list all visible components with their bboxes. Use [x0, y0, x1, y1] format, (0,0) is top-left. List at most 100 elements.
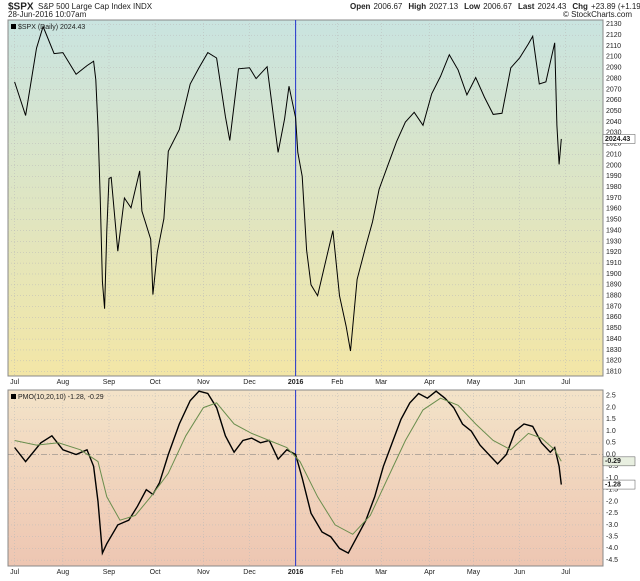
y-tick-label: 1830	[606, 347, 622, 354]
y-tick-label: 1850	[606, 325, 622, 332]
y-tick-label: 2090	[606, 65, 622, 72]
quote-label: Chg	[572, 2, 588, 11]
y-tick-label: 1980	[606, 184, 622, 191]
x-tick-label: Mar	[375, 569, 388, 576]
x-tick-label: Sep	[103, 569, 116, 576]
legend: $SPX (Daily) 2024.43	[18, 24, 85, 31]
x-tick-label: Mar	[375, 379, 388, 386]
x-tick-label: Nov	[197, 569, 210, 576]
x-tick-label: Feb	[331, 569, 343, 576]
quote-value: 2024.43	[537, 2, 566, 11]
series-line	[14, 25, 562, 352]
y-tick-label: -4.5	[606, 557, 618, 564]
last-value-label: 2024.43	[605, 136, 630, 143]
quote-value: +23.89 (+1.19%)	[591, 2, 640, 11]
y-tick-label: 1880	[606, 293, 622, 300]
y-tick-label: 1940	[606, 227, 622, 234]
y-tick-label: 2.0	[606, 404, 616, 411]
y-tick-label: 1910	[606, 260, 622, 267]
x-tick-label: Dec	[243, 379, 256, 386]
x-tick-label: Apr	[424, 569, 436, 576]
last-value-label: -0.29	[605, 458, 621, 465]
quote-label: Open	[350, 2, 371, 11]
y-tick-label: 2000	[606, 162, 622, 169]
legend: PMO(10,20,10) -1.28, -0.29	[18, 394, 104, 401]
y-tick-label: 1990	[606, 173, 622, 180]
y-tick-label: 1920	[606, 249, 622, 256]
y-tick-label: 2.5	[606, 393, 616, 400]
x-tick-label: Feb	[331, 379, 343, 386]
y-tick-label: 1840	[606, 336, 622, 343]
x-tick-label: Apr	[424, 379, 436, 386]
quote-value: 2006.67	[483, 2, 512, 11]
x-tick-label: Oct	[150, 569, 161, 576]
y-tick-label: -2.5	[606, 510, 618, 517]
x-tick-label: May	[467, 569, 481, 576]
y-tick-label: 2020	[606, 141, 622, 148]
index-name: S&P 500 Large Cap Index INDX	[38, 2, 153, 11]
x-tick-label: Jul	[10, 569, 19, 576]
legend-swatch	[11, 24, 16, 29]
y-tick-label: 1860	[606, 314, 622, 321]
y-tick-label: -4.0	[606, 545, 618, 552]
quote-label: Last	[518, 2, 535, 11]
y-tick-label: -0.5	[606, 463, 618, 470]
x-tick-label: Dec	[243, 569, 256, 576]
y-tick-label: 2110	[606, 43, 621, 50]
y-tick-label: 1890	[606, 282, 622, 289]
last-value-box	[602, 134, 636, 144]
x-tick-label: Aug	[57, 379, 70, 386]
last-value-label: -1.28	[605, 481, 621, 488]
y-tick-label: 1950	[606, 217, 622, 224]
y-tick-label: 2070	[606, 86, 622, 93]
quote-label: High	[408, 2, 426, 11]
y-tick-label: -3.5	[606, 534, 618, 541]
y-tick-label: 1.5	[606, 416, 616, 423]
y-tick-label: 1960	[606, 206, 622, 213]
y-tick-label: 1.0	[606, 428, 616, 435]
x-tick-label: Nov	[197, 379, 210, 386]
y-tick-label: -2.0	[606, 498, 618, 505]
y-tick-label: 2130	[606, 21, 622, 28]
last-value-box	[602, 479, 636, 490]
credit: © StockCharts.com	[563, 10, 632, 19]
y-tick-label: 2100	[606, 54, 622, 61]
y-tick-label: 2050	[606, 108, 622, 115]
x-tick-label: Sep	[103, 379, 116, 386]
x-tick-label: Jun	[514, 569, 525, 576]
y-tick-label: 2080	[606, 75, 622, 82]
y-tick-label: 2010	[606, 151, 622, 158]
quote-value: 2006.67	[373, 2, 402, 11]
y-tick-label: 2060	[606, 97, 622, 104]
legend-swatch	[11, 394, 16, 399]
y-tick-label: 2030	[606, 130, 622, 137]
y-tick-label: 0.5	[606, 440, 616, 447]
y-tick-label: 1970	[606, 195, 622, 202]
quote-label: Low	[464, 2, 481, 11]
x-tick-label: May	[467, 379, 481, 386]
x-tick-label: Aug	[57, 569, 70, 576]
y-tick-label: -1.0	[606, 475, 618, 482]
timestamp: 28-Jun-2016 10:07am	[8, 10, 87, 19]
series-line	[14, 397, 562, 535]
x-tick-label: Jul	[10, 379, 19, 386]
x-tick-label: Jul	[561, 569, 570, 576]
y-tick-label: 2040	[606, 119, 622, 126]
last-value-box	[602, 456, 636, 467]
y-tick-label: 1810	[606, 369, 622, 376]
x-tick-label: Oct	[150, 379, 161, 386]
symbol: $SPX	[8, 2, 34, 13]
y-tick-label: -3.0	[606, 522, 618, 529]
y-tick-label: -1.5	[606, 487, 618, 494]
y-tick-label: 1870	[606, 303, 622, 310]
x-tick-label: Jun	[514, 379, 525, 386]
series-line	[14, 390, 562, 556]
y-tick-label: 1900	[606, 271, 622, 278]
quote-value: 2027.13	[429, 2, 458, 11]
y-tick-label: 2120	[606, 32, 622, 39]
x-tick-label: 2016	[288, 379, 304, 386]
y-tick-label: 1820	[606, 358, 622, 365]
y-tick-label: 1930	[606, 238, 622, 245]
x-tick-label: Jul	[561, 379, 570, 386]
